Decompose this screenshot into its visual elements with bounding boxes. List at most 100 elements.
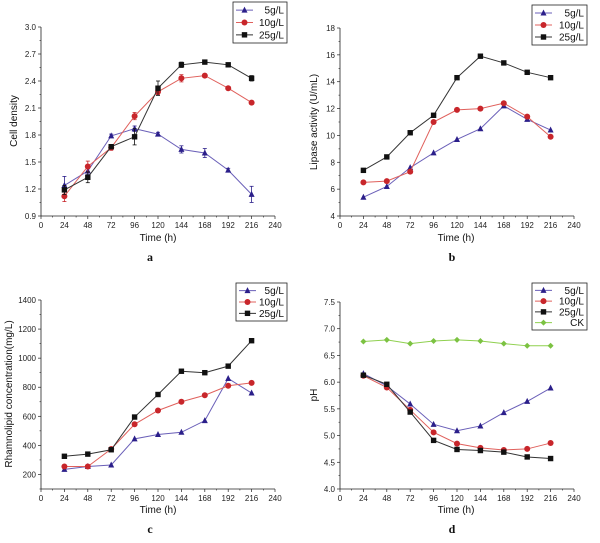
- x-tick-label: 96: [130, 494, 139, 503]
- data-point: [201, 72, 208, 79]
- x-tick-label: 72: [406, 221, 415, 230]
- data-point: [477, 447, 484, 454]
- x-axis-label: Time (h): [438, 233, 475, 244]
- data-point: [501, 60, 507, 66]
- panel-label: d: [449, 522, 456, 536]
- legend-marker: [241, 32, 248, 38]
- data-point: [407, 340, 414, 347]
- data-point: [477, 53, 484, 59]
- y-axis-label: Cell density: [9, 95, 20, 147]
- legend-marker: [244, 287, 251, 294]
- series-line: [363, 373, 551, 432]
- data-point: [524, 342, 531, 349]
- legend-label: 10g/L: [559, 21, 584, 32]
- chart-panel-d: 0 24 48 72 96 120 144 168 192 216 240 4.0 4.5 5.0 5.5 6…: [309, 282, 588, 536]
- legend-marker: [540, 286, 547, 293]
- legend-label: 10g/L: [259, 298, 284, 309]
- data-point: [201, 392, 208, 399]
- legend-marker: [540, 309, 547, 315]
- panel-label: b: [449, 250, 456, 264]
- data-point: [225, 62, 231, 68]
- y-tick-label: 800: [23, 383, 37, 392]
- series-25g-L: [360, 53, 554, 174]
- data-point: [501, 449, 507, 455]
- data-point: [500, 409, 507, 416]
- data-point: [131, 421, 138, 428]
- series-CK: [360, 336, 554, 349]
- series-25g-L: [360, 372, 554, 462]
- data-point: [178, 75, 185, 82]
- legend-label: 25g/L: [259, 30, 284, 41]
- legend-label: 25g/L: [559, 307, 584, 318]
- data-point: [131, 134, 138, 140]
- data-point: [407, 130, 413, 136]
- x-tick-label: 120: [450, 221, 464, 230]
- y-tick-label: 4.0: [324, 485, 336, 494]
- data-point: [225, 85, 232, 92]
- y-axis-label: pH: [309, 389, 320, 402]
- legend-marker: [540, 319, 547, 326]
- data-point: [360, 193, 367, 200]
- legend-label: 5g/L: [265, 286, 285, 297]
- legend-marker: [241, 6, 248, 13]
- y-tick-label: 6.0: [324, 378, 336, 387]
- data-point: [454, 106, 460, 113]
- x-tick-label: 144: [175, 494, 189, 503]
- legend-marker: [540, 22, 547, 28]
- series-line: [363, 102, 551, 183]
- x-tick-label: 48: [83, 494, 92, 503]
- x-tick-label: 24: [60, 494, 69, 503]
- data-point: [84, 163, 91, 170]
- panel-label: a: [147, 250, 153, 264]
- data-point: [430, 338, 437, 345]
- series-line: [363, 375, 551, 451]
- data-point: [155, 85, 161, 91]
- data-point: [248, 338, 255, 344]
- data-point: [547, 74, 554, 81]
- y-tick-label: 1.5: [25, 158, 37, 167]
- series-25g-L: [61, 338, 255, 459]
- x-tick-label: 120: [450, 494, 464, 503]
- series-line: [363, 55, 551, 171]
- data-point: [430, 420, 437, 427]
- y-axis-label: Lipase activity (U/mL): [309, 74, 320, 170]
- data-point: [360, 179, 367, 186]
- y-tick-label: 2.1: [25, 104, 37, 113]
- data-point: [85, 174, 91, 180]
- legend-label: CK: [570, 318, 584, 329]
- data-point: [178, 145, 185, 152]
- data-point: [407, 400, 414, 407]
- y-tick-label: 18: [326, 24, 335, 33]
- data-point: [547, 342, 554, 349]
- series-5g-L: [360, 370, 554, 434]
- y-tick-label: 6.5: [324, 351, 336, 360]
- y-tick-label: 4.5: [324, 458, 336, 467]
- y-tick-label: 1200: [18, 325, 36, 334]
- data-point: [155, 407, 161, 414]
- series-25g-L: [61, 59, 255, 195]
- x-tick-label: 0: [39, 494, 44, 503]
- data-point: [61, 463, 68, 470]
- x-tick-label: 192: [521, 494, 535, 503]
- x-tick-label: 240: [268, 221, 282, 230]
- data-point: [360, 167, 367, 174]
- data-point: [430, 437, 437, 444]
- legend-label: 10g/L: [559, 297, 584, 308]
- data-point: [61, 181, 68, 188]
- data-point: [454, 427, 460, 434]
- x-tick-label: 216: [544, 221, 558, 230]
- y-axis-label: Rhamnolipid concentration(mg/L): [4, 320, 15, 467]
- data-point: [384, 154, 390, 160]
- data-point: [108, 132, 115, 139]
- x-tick-label: 24: [359, 494, 368, 503]
- data-point: [547, 126, 554, 133]
- data-point: [155, 430, 161, 437]
- y-tick-label: 600: [23, 412, 37, 421]
- legend-label: 10g/L: [259, 18, 284, 29]
- data-point: [524, 113, 531, 120]
- legend-label: 25g/L: [559, 33, 584, 44]
